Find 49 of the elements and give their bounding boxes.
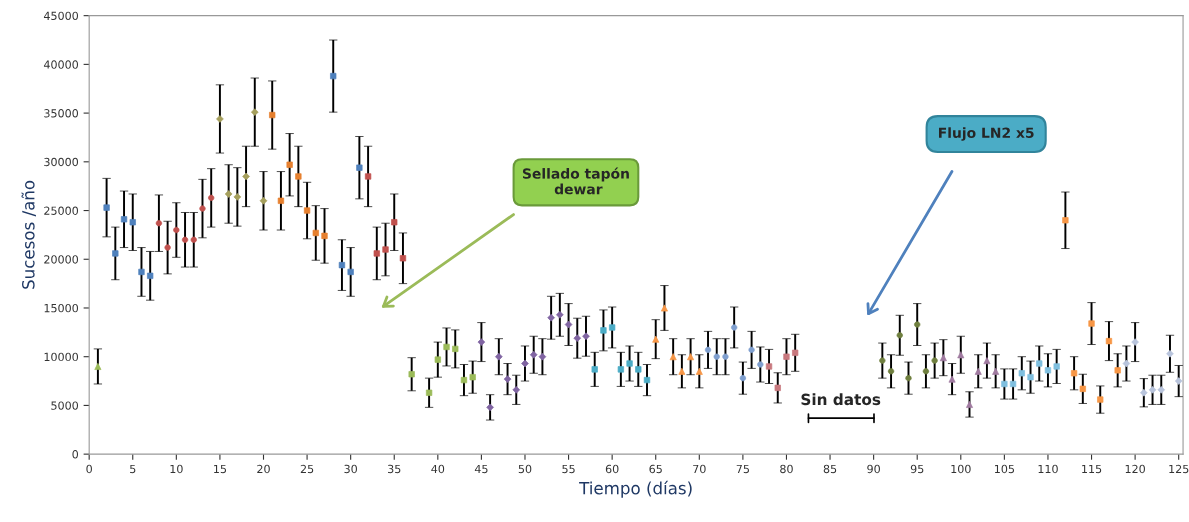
y-axis-title: Sucesos /año <box>21 180 36 289</box>
y-tick-label: 20000 <box>44 255 79 264</box>
x-tick-label: 45 <box>474 464 488 474</box>
point <box>1105 337 1113 345</box>
x-tick-label: 85 <box>823 464 837 474</box>
point <box>129 219 136 226</box>
x-tick-label: 70 <box>693 464 706 474</box>
x-tick-label: 5 <box>130 464 136 474</box>
x-tick-label: 55 <box>562 464 575 474</box>
point <box>330 72 337 80</box>
x-tick-label: 80 <box>780 464 793 474</box>
x-tick-label: 75 <box>736 464 749 474</box>
x-tick-label: 50 <box>518 464 532 474</box>
y-tick-label: 30000 <box>44 157 79 167</box>
x-tick-label: 90 <box>867 464 880 474</box>
x-tick-label: 40 <box>431 464 445 474</box>
annotation: Flujo LN2 x5 <box>939 127 1034 141</box>
y-tick-label: 40000 <box>43 60 79 69</box>
x-tick-label: 100 <box>951 464 971 474</box>
y-tick-label: 10000 <box>44 352 79 362</box>
x-tick-label: 30 <box>344 464 357 474</box>
x-tick-label: 10 <box>170 464 183 474</box>
x-tick-label: 120 <box>1125 464 1145 474</box>
point <box>643 376 651 384</box>
x-tick-label: 35 <box>388 464 401 474</box>
y-tick-label: 5000 <box>51 401 79 410</box>
x-tick-label: 15 <box>214 464 227 474</box>
point <box>792 349 799 356</box>
x-tick-label: 110 <box>1038 464 1058 474</box>
y-tick-label: 25000 <box>44 206 79 215</box>
x-tick-label: 115 <box>1082 464 1102 474</box>
x-tick-label: 20 <box>257 464 270 474</box>
annotation: Sellado tapón dewar <box>522 167 629 195</box>
x-tick-label: 0 <box>86 464 92 474</box>
x-tick-label: 95 <box>910 464 924 474</box>
y-tick-label: 45000 <box>43 11 79 21</box>
x-tick-label: 25 <box>300 464 314 474</box>
x-tick-label: 65 <box>649 464 662 474</box>
x-tick-label: 60 <box>605 464 619 474</box>
x-tick-label: 125 <box>1169 464 1189 474</box>
point <box>452 345 459 353</box>
point <box>774 384 781 392</box>
y-tick-label: 0 <box>72 450 79 459</box>
annotation: Sin datos <box>801 393 881 406</box>
x-tick-label: 105 <box>994 464 1015 474</box>
y-tick-label: 35000 <box>44 109 79 118</box>
point <box>966 400 973 408</box>
y-tick-label: 15000 <box>44 303 79 313</box>
x-axis-title: Tiempo (días) <box>579 480 692 498</box>
